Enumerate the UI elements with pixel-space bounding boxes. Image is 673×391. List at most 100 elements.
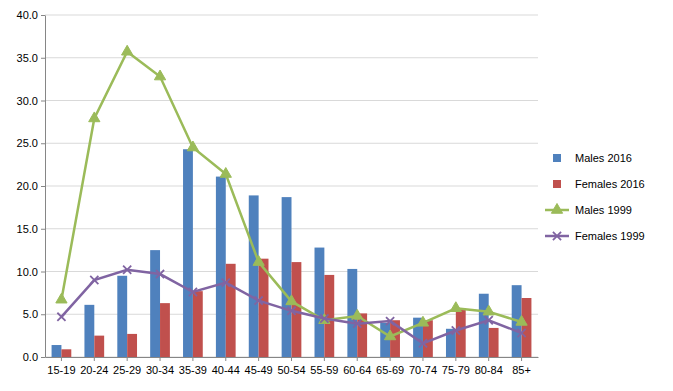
legend-label: Males 1999 bbox=[575, 204, 632, 216]
x-tick: 15-19 bbox=[47, 357, 75, 376]
bar bbox=[160, 303, 170, 357]
y-tick-label: 25.0 bbox=[17, 137, 38, 149]
y-tick-label: 20.0 bbox=[17, 180, 38, 192]
x-tick-label: 85+ bbox=[512, 364, 531, 376]
bar bbox=[94, 336, 104, 357]
x-tick-label: 60-64 bbox=[343, 364, 371, 376]
marker bbox=[286, 295, 297, 305]
y-tick-label: 0.0 bbox=[23, 351, 38, 363]
legend-item: Females 1999 bbox=[545, 230, 645, 242]
y-tick-label: 10.0 bbox=[17, 266, 38, 278]
bar bbox=[226, 264, 236, 357]
bar bbox=[193, 291, 203, 357]
bar bbox=[249, 195, 259, 357]
marker bbox=[89, 112, 100, 122]
marker bbox=[123, 266, 131, 274]
marker bbox=[452, 326, 460, 334]
x-tick: 85+ bbox=[512, 357, 531, 376]
x-tick: 60-64 bbox=[343, 357, 371, 376]
y-tick-mark bbox=[41, 229, 45, 230]
x-tick: 20-24 bbox=[80, 357, 108, 376]
marker bbox=[517, 329, 525, 337]
y-tick: 40.0 bbox=[17, 9, 45, 21]
y-axis-line bbox=[45, 16, 46, 358]
x-tick: 45-49 bbox=[245, 357, 273, 376]
legend-label: Females 1999 bbox=[575, 230, 645, 242]
marker bbox=[189, 288, 197, 296]
x-tick: 55-59 bbox=[310, 357, 338, 376]
legend-swatch bbox=[553, 154, 561, 162]
bar bbox=[216, 177, 226, 357]
x-tick-mark bbox=[357, 357, 358, 361]
bar bbox=[479, 294, 489, 357]
chart: 0.05.010.015.020.025.030.035.040.015-192… bbox=[0, 0, 673, 391]
bar bbox=[127, 334, 137, 357]
bar bbox=[117, 276, 127, 357]
y-tick-mark bbox=[41, 143, 45, 144]
x-tick: 75-79 bbox=[442, 357, 470, 376]
x-tick-mark bbox=[127, 357, 128, 361]
grid-line bbox=[45, 186, 538, 187]
x-tick-mark bbox=[521, 357, 522, 361]
x-tick-mark bbox=[61, 357, 62, 361]
y-tick: 25.0 bbox=[17, 137, 45, 149]
marker bbox=[255, 296, 263, 304]
bar bbox=[150, 250, 160, 357]
legend-item: Females 2016 bbox=[553, 178, 645, 190]
marker bbox=[516, 315, 527, 325]
legend: Males 2016 Females 2016 Males 1999 Females … bbox=[545, 152, 645, 242]
marker bbox=[57, 313, 65, 321]
grid-line bbox=[45, 143, 538, 144]
marker bbox=[287, 307, 295, 315]
line-series bbox=[56, 45, 527, 339]
y-tick-mark bbox=[41, 101, 45, 102]
y-tick-label: 40.0 bbox=[17, 9, 38, 21]
bar bbox=[489, 328, 499, 357]
y-tick: 5.0 bbox=[23, 308, 45, 320]
grid-line bbox=[45, 100, 538, 101]
grid-line bbox=[45, 15, 538, 16]
x-tick-mark bbox=[488, 357, 489, 361]
x-tick-mark bbox=[390, 357, 391, 361]
marker bbox=[353, 320, 361, 328]
x-tick: 30-34 bbox=[146, 357, 174, 376]
plot-area: 0.05.010.015.020.025.030.035.040.015-192… bbox=[17, 9, 539, 376]
y-tick-mark bbox=[41, 314, 45, 315]
x-tick: 70-74 bbox=[409, 357, 437, 376]
x-tick-label: 20-24 bbox=[80, 364, 108, 376]
y-tick-mark bbox=[41, 15, 45, 16]
x-tick-label: 25-29 bbox=[113, 364, 141, 376]
grid-line bbox=[45, 57, 538, 58]
y-tick-mark bbox=[41, 272, 45, 273]
line-series bbox=[57, 266, 525, 348]
x-tick-mark bbox=[291, 357, 292, 361]
legend-marker bbox=[551, 203, 562, 213]
legend-label: Females 2016 bbox=[575, 178, 645, 190]
x-tick-label: 30-34 bbox=[146, 364, 174, 376]
legend-label: Males 2016 bbox=[575, 152, 632, 164]
marker bbox=[485, 316, 493, 324]
x-tick-mark bbox=[455, 357, 456, 361]
y-tick-label: 5.0 bbox=[23, 308, 38, 320]
y-tick: 15.0 bbox=[17, 223, 45, 235]
marker bbox=[320, 314, 328, 322]
marks bbox=[52, 45, 532, 357]
y-tick: 30.0 bbox=[17, 95, 45, 107]
x-tick-label: 50-54 bbox=[277, 364, 305, 376]
x-tick-label: 40-44 bbox=[212, 364, 240, 376]
y-axis: 0.05.010.015.020.025.030.035.040.0 bbox=[17, 9, 46, 363]
x-tick-label: 55-59 bbox=[310, 364, 338, 376]
x-tick-mark bbox=[192, 357, 193, 361]
legend-item: Males 1999 bbox=[545, 203, 632, 216]
x-tick-mark bbox=[94, 357, 95, 361]
x-tick-mark bbox=[258, 357, 259, 361]
marker bbox=[222, 279, 230, 287]
bar bbox=[61, 349, 71, 357]
x-tick: 65-69 bbox=[376, 357, 404, 376]
x-tick-label: 65-69 bbox=[376, 364, 404, 376]
y-tick-mark bbox=[41, 186, 45, 187]
bar-series bbox=[52, 149, 522, 357]
line bbox=[61, 52, 521, 337]
marker bbox=[483, 305, 494, 315]
marker bbox=[352, 309, 363, 319]
